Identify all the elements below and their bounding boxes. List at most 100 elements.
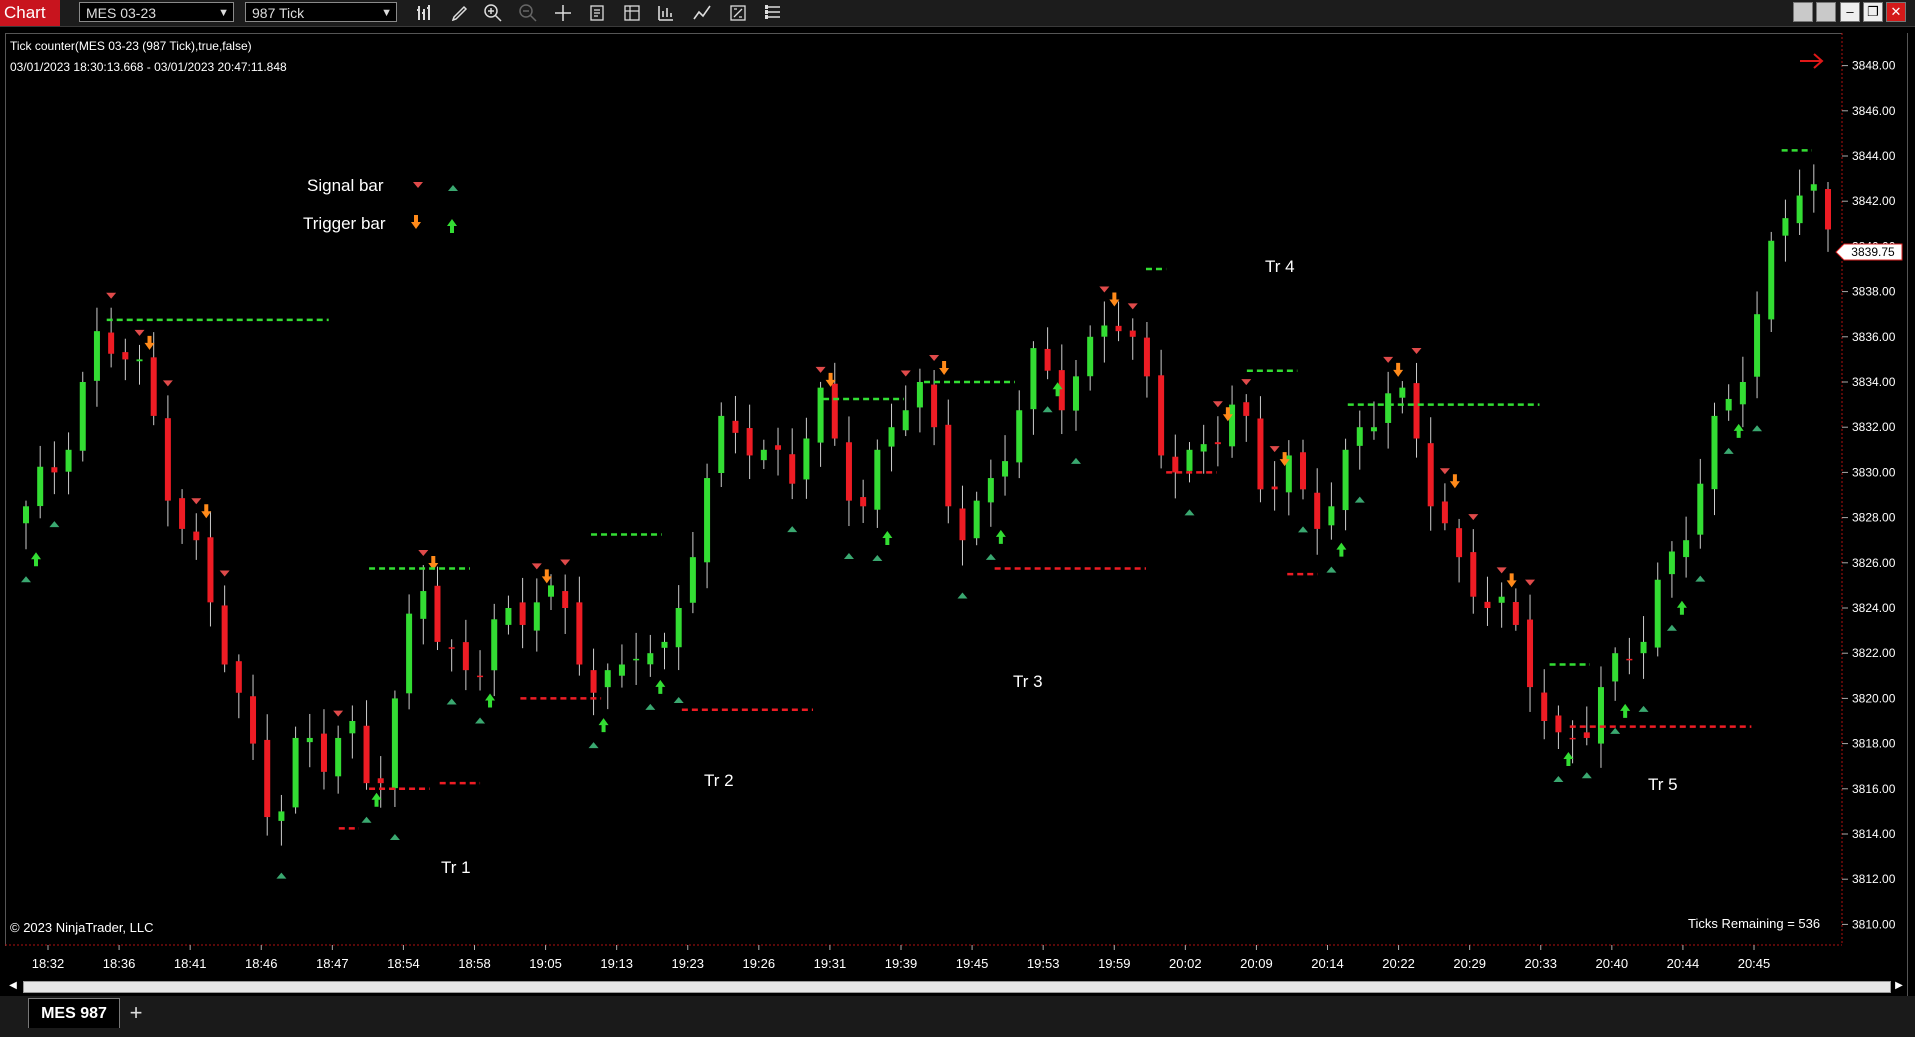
candle-up: [1711, 415, 1718, 490]
candle-up: [1002, 461, 1009, 477]
price-axis-label: 3820.00: [1852, 691, 1896, 705]
candle-up: [37, 466, 44, 507]
time-axis-label: 20:44: [1667, 956, 1700, 971]
data-box-icon[interactable]: [587, 2, 609, 24]
price-axis-label: 3810.00: [1852, 917, 1896, 931]
zoom-out-icon[interactable]: [517, 2, 539, 24]
time-axis-label: 19:13: [600, 956, 633, 971]
chart-style-icon[interactable]: [655, 2, 677, 24]
time-axis-label: 18:41: [174, 956, 207, 971]
candle-down: [320, 733, 327, 772]
close-icon[interactable]: ✕: [1886, 2, 1906, 22]
trigger-bar-down-icon: [1393, 362, 1404, 377]
candle-down: [264, 739, 271, 818]
drawing-tools-icon[interactable]: [691, 2, 713, 24]
price-chart[interactable]: 3810.00 3812.00 3814.00 3816.00 3818.00 3820.…: [0, 0, 1915, 1000]
strategies-icon[interactable]: [727, 2, 749, 24]
candle-down: [1044, 348, 1051, 371]
signal-bar-down-icon: [1099, 286, 1110, 293]
chart-window-label: Chart: [0, 0, 60, 26]
draw-pencil-icon[interactable]: [449, 2, 471, 24]
trigger-bar-down-icon: [144, 335, 155, 350]
candle-up: [1370, 427, 1377, 432]
candle-up: [689, 557, 696, 603]
zoom-in-icon[interactable]: [482, 2, 504, 24]
candle-down: [860, 497, 867, 507]
properties-icon[interactable]: [762, 2, 784, 24]
candle-up: [1796, 195, 1803, 224]
candle-down: [1527, 619, 1534, 688]
price-axis-label: 3848.00: [1852, 59, 1896, 73]
interval-selector[interactable]: 987 Tick ▼: [245, 2, 397, 22]
add-tab-icon[interactable]: +: [129, 1000, 143, 1025]
candle-up: [1668, 551, 1675, 575]
time-axis-label: 20:29: [1453, 956, 1486, 971]
time-axis-label: 20:09: [1240, 956, 1273, 971]
candle-up: [491, 619, 498, 671]
candle-up: [1328, 506, 1335, 526]
signal-bar-down-icon: [1127, 303, 1138, 310]
candle-down: [1214, 442, 1221, 445]
trigger-bar-down-icon: [1506, 573, 1517, 588]
scroll-left-icon[interactable]: ◀: [9, 980, 17, 991]
candle-down: [1512, 602, 1519, 625]
trigger-bar-up-icon: [485, 693, 496, 708]
time-axis-label: 18:46: [245, 956, 278, 971]
candle-up: [675, 608, 682, 648]
candle-up: [1782, 218, 1789, 236]
candle-down: [590, 670, 597, 693]
candle-down: [1172, 456, 1179, 473]
candle-up: [1186, 449, 1193, 471]
candle-down: [250, 696, 257, 744]
signal-bar-up-icon: [957, 592, 968, 599]
signal-bar-up-icon: [1326, 566, 1337, 573]
signal-bar-up-icon: [446, 698, 457, 705]
trigger-bar-down-icon: [201, 504, 212, 519]
tab-mes-987[interactable]: MES 987: [28, 998, 120, 1028]
restore-icon[interactable]: ❐: [1863, 2, 1883, 22]
annotation-label: Tr 4: [1265, 257, 1295, 276]
instrument-selector[interactable]: MES 03-23 ▼: [79, 2, 234, 22]
crosshair-icon[interactable]: [552, 2, 574, 24]
horizontal-scrollbar[interactable]: ◀ ▶: [5, 978, 1907, 994]
candle-down: [235, 661, 242, 693]
candle-up: [420, 591, 427, 619]
chevron-down-icon: ▼: [218, 7, 229, 19]
signal-bar-up-icon: [1695, 575, 1706, 582]
ticks-remaining: Ticks Remaining = 536: [1688, 916, 1821, 931]
candle-down: [1583, 732, 1590, 738]
interval-value: 987 Tick: [252, 5, 305, 21]
candle-up: [1810, 184, 1817, 191]
trigger-bar-up-icon: [882, 530, 893, 545]
scroll-to-latest-icon[interactable]: [1800, 53, 1824, 69]
candle-up: [1087, 336, 1094, 377]
template-icon[interactable]: [621, 2, 643, 24]
candle-down: [1314, 492, 1321, 529]
signal-bar-up-icon: [448, 185, 458, 191]
scroll-right-icon[interactable]: ▶: [1895, 980, 1903, 991]
candle-down: [1470, 552, 1477, 597]
trigger-bar-up-icon: [995, 529, 1006, 544]
scroll-track[interactable]: [23, 981, 1891, 993]
trigger-bar-up-icon: [447, 219, 457, 233]
candle-up: [888, 427, 895, 447]
price-axis-label: 3838.00: [1852, 285, 1896, 299]
legend-signal-label: Signal bar: [307, 176, 384, 195]
signal-bar-up-icon: [645, 703, 656, 710]
tile-icon[interactable]: [1816, 2, 1836, 22]
minimize-icon[interactable]: –: [1840, 2, 1860, 22]
chart-toolbar: Chart MES 03-23 ▼ 987 Tick ▼ – ❐ ✕: [0, 0, 1915, 27]
tile-icon[interactable]: [1793, 2, 1813, 22]
signal-bar-up-icon: [1610, 727, 1621, 734]
bars-type-icon[interactable]: [414, 2, 436, 24]
signal-bar-up-icon: [843, 553, 854, 560]
signal-bar-up-icon: [872, 554, 883, 561]
price-axis-label: 3836.00: [1852, 330, 1896, 344]
candle-down: [193, 531, 200, 541]
candle-up: [1597, 687, 1604, 744]
candle-down: [108, 332, 115, 354]
trigger-bar-up-icon: [1336, 542, 1347, 557]
time-axis-label: 20:33: [1524, 956, 1557, 971]
candle-up: [916, 382, 923, 408]
signal-bar-up-icon: [673, 697, 684, 704]
